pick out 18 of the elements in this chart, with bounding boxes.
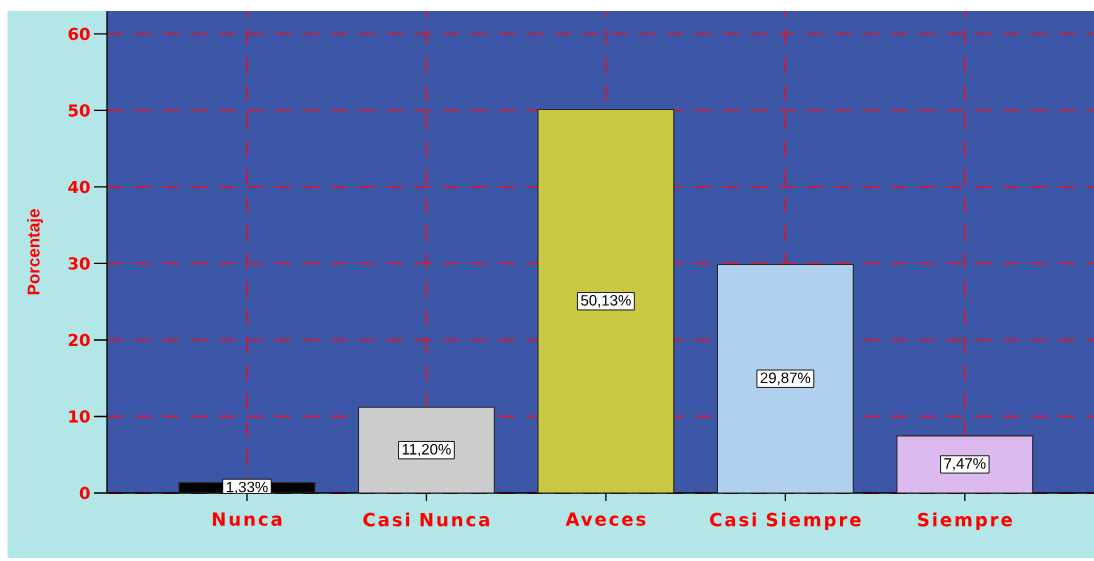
- y-tick-label: 60: [68, 27, 90, 41]
- y-tick-label: 10: [69, 410, 90, 423]
- y-axis-title: Porcentaje: [27, 209, 43, 295]
- x-tick-label: Aveces: [565, 512, 646, 526]
- data-label: 29,87%: [760, 372, 811, 385]
- y-tick-label: 0: [79, 486, 90, 500]
- data-label: 7,47%: [944, 458, 986, 471]
- data-label: 1,33%: [226, 481, 268, 495]
- data-label: 50,13%: [581, 295, 631, 308]
- x-tick-label: Siempre: [918, 512, 1012, 530]
- y-tick-label: 30: [68, 257, 90, 270]
- y-tick-label: 20: [68, 333, 90, 347]
- data-label: 11,20%: [402, 443, 451, 457]
- x-tick-label: Casi Nunca: [363, 512, 489, 527]
- y-tick-label: 50: [68, 104, 90, 117]
- x-tick-label: Casi Siempre: [710, 512, 861, 530]
- y-tick-label: 40: [68, 180, 90, 194]
- x-tick-label: Nunca: [212, 512, 282, 526]
